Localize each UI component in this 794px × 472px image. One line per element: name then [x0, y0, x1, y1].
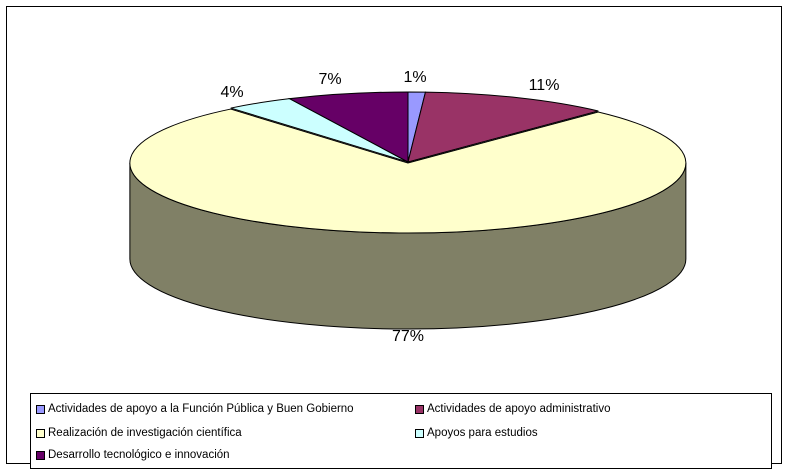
legend-item-3: Apoyos para estudios: [415, 427, 538, 439]
legend-label-3: Apoyos para estudios: [427, 427, 538, 439]
legend-item-2: Realización de investigación científica: [36, 427, 242, 439]
legend-item-4: Desarrollo tecnológico e innovación: [36, 449, 230, 461]
pie-label-4: 7%: [318, 71, 341, 88]
pie-label-0: 1%: [403, 69, 426, 86]
pie-tops: [129, 91, 687, 234]
pie-slice-4: [287, 91, 409, 163]
legend-label-0: Actividades de apoyo a la Función Públic…: [48, 403, 354, 415]
legend-swatch-2: [36, 428, 45, 438]
legend-label-1: Actividades de apoyo administrativo: [427, 403, 611, 415]
legend: Actividades de apoyo a la Función Públic…: [30, 393, 772, 469]
pie-slice-1: [407, 91, 599, 163]
pie-slice-2: [129, 108, 687, 234]
legend-swatch-0: [36, 404, 45, 414]
legend-swatch-1: [415, 404, 424, 414]
pie-label-1: 11%: [529, 77, 560, 94]
pie-label-3: 4%: [220, 84, 243, 101]
legend-label-2: Realización de investigación científica: [48, 427, 242, 439]
legend-item-1: Actividades de apoyo administrativo: [415, 403, 610, 415]
pie-labels: 1% 11% 77% 4% 7%: [220, 69, 559, 345]
pie-label-2: 77%: [392, 328, 424, 345]
legend-label-4: Desarrollo tecnológico e innovación: [48, 449, 230, 461]
legend-item-0: Actividades de apoyo a la Función Públic…: [36, 403, 354, 415]
legend-swatch-3: [415, 428, 424, 438]
legend-swatch-4: [36, 450, 45, 460]
